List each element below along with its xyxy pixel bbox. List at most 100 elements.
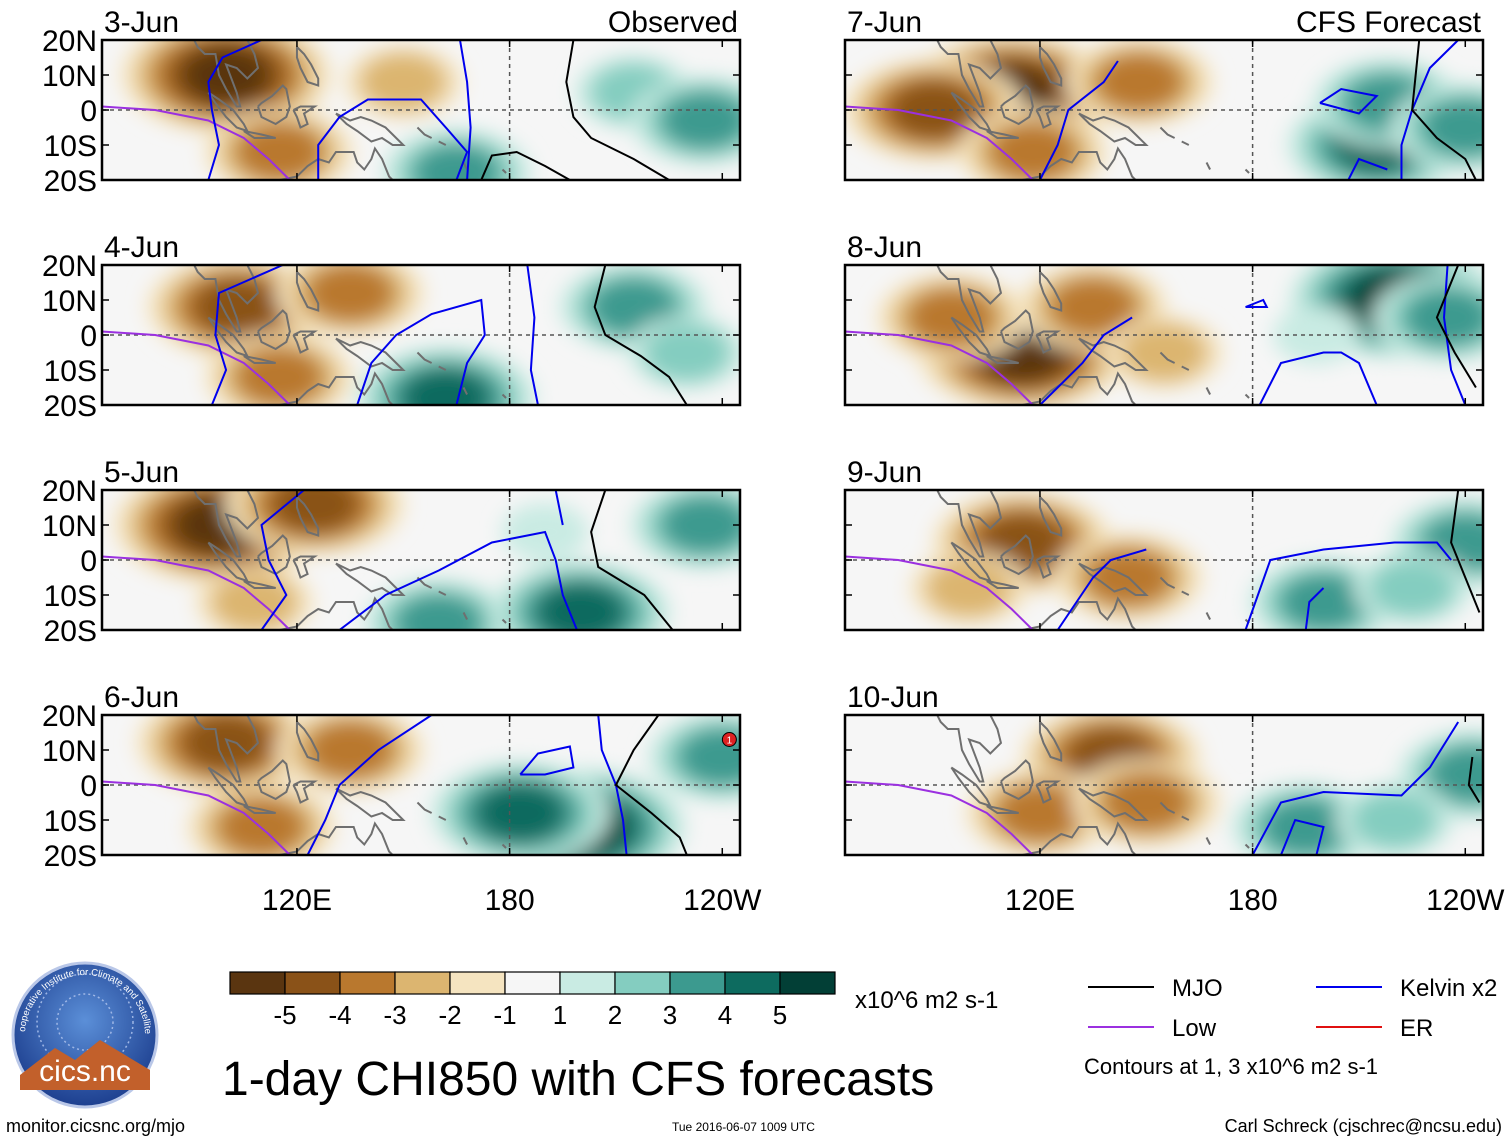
coastline [986, 130, 1019, 139]
coastline [936, 490, 1003, 558]
panel-plot-area [845, 490, 1483, 630]
coastline [1038, 496, 1063, 537]
anomaly-blob [678, 727, 740, 787]
kelvin-contour [1244, 541, 1452, 630]
legend-label: Low [1172, 1015, 1217, 1042]
x-tick-labels: 120E 180 120W 120E 180 120W [262, 884, 1505, 917]
kelvin-contour [519, 745, 575, 776]
coastline [1205, 837, 1211, 845]
coastline [193, 265, 260, 333]
panel-date: 9-Jun [847, 456, 922, 489]
storm-label: 1 [727, 736, 733, 747]
kelvin-contour [554, 490, 564, 526]
kelvin-contour [356, 298, 486, 405]
x-tick-label: 120W [1426, 884, 1505, 917]
low-contour [102, 105, 291, 180]
anomaly-blob [1280, 572, 1367, 630]
tick-marks [102, 489, 740, 631]
y-tick-label: 10S [44, 580, 97, 613]
low-contour [102, 780, 291, 855]
low-contour [102, 555, 291, 630]
coastline [1244, 843, 1250, 849]
coastline [1000, 84, 1034, 126]
coastline [986, 355, 1019, 364]
coastline [986, 580, 1019, 589]
coastline [335, 112, 406, 146]
anomaly-blob [1368, 558, 1456, 618]
tick-marks [845, 714, 1483, 856]
coastline [243, 805, 276, 814]
anomaly-blob [182, 45, 270, 105]
panel-plot-area [102, 40, 740, 180]
mjo-contour [614, 715, 688, 855]
coastline [277, 371, 395, 405]
mjo-contour [593, 265, 688, 405]
anomaly-blob [1102, 773, 1190, 832]
y-tick-label: 10S [44, 130, 97, 163]
colorbar-swatch [559, 971, 616, 995]
colorbar-swatch [394, 971, 451, 995]
coastline [1078, 112, 1149, 146]
coastline [1159, 126, 1176, 139]
coastline [1159, 801, 1176, 814]
kelvin-contour [459, 40, 472, 180]
coastline [1159, 576, 1176, 589]
y-tick-label: 10S [44, 355, 97, 388]
coastline [501, 618, 507, 624]
y-tick-label: 20S [44, 840, 97, 873]
legend-label: ER [1400, 1015, 1433, 1042]
kelvin-contour [1443, 265, 1467, 405]
anomaly-blob [1428, 745, 1483, 804]
kelvin-contour [1039, 60, 1119, 180]
x-tick-label: 120E [262, 884, 332, 917]
y-tick-label: 20S [44, 615, 97, 648]
kelvin-contour [1280, 818, 1325, 855]
tick-marks [845, 39, 1483, 181]
anomaly-blob [661, 91, 740, 150]
low-contour [845, 330, 1034, 405]
anomaly-blob [1350, 790, 1438, 850]
y-tick-label: 10N [42, 510, 97, 543]
coastline [1244, 393, 1250, 399]
coastline [462, 837, 468, 845]
panel-8-Jun: 8-Jun [843, 231, 1485, 407]
chart-title: 1-day CHI850 with CFS forecasts [222, 1053, 935, 1106]
anomaly-blob [661, 495, 740, 555]
colorbar-label: 3 [663, 1000, 677, 1030]
coastline [501, 843, 507, 849]
coastline [986, 805, 1019, 814]
y-tick-label: 10N [42, 60, 97, 93]
coastline [243, 130, 276, 139]
anomaly-blob [395, 593, 483, 630]
anomaly-blob [925, 558, 1013, 618]
colorbar-label: -1 [493, 1000, 516, 1030]
colorbar-swatch [229, 971, 286, 995]
tick-marks [102, 714, 740, 856]
tick-marks [102, 264, 740, 406]
anomaly-blob [271, 490, 359, 534]
kelvin-contour [1056, 548, 1147, 630]
colorbar-swatch [669, 971, 726, 995]
coastline [335, 337, 406, 371]
coastline [243, 580, 276, 589]
coastline [292, 330, 319, 354]
anomaly-field [876, 265, 1483, 405]
y-tick-label: 20S [44, 165, 97, 198]
tick-marks [845, 264, 1483, 406]
coastline [438, 815, 447, 821]
colorbar-label: -2 [438, 1000, 461, 1030]
panel-date: 4-Jun [104, 231, 179, 264]
kelvin-contour [306, 715, 433, 855]
kelvin-contour [207, 40, 262, 180]
y-tick-label: 20N [42, 25, 97, 58]
coastline [936, 715, 1003, 783]
coastline [501, 393, 507, 399]
mjo-contour [1411, 40, 1477, 180]
coastline [335, 562, 406, 596]
colorbar-swatch [724, 971, 781, 995]
kelvin-contour [338, 530, 578, 630]
panel-plot-area [102, 265, 740, 405]
coastline [1078, 337, 1149, 371]
anomaly-blob [1421, 98, 1483, 157]
